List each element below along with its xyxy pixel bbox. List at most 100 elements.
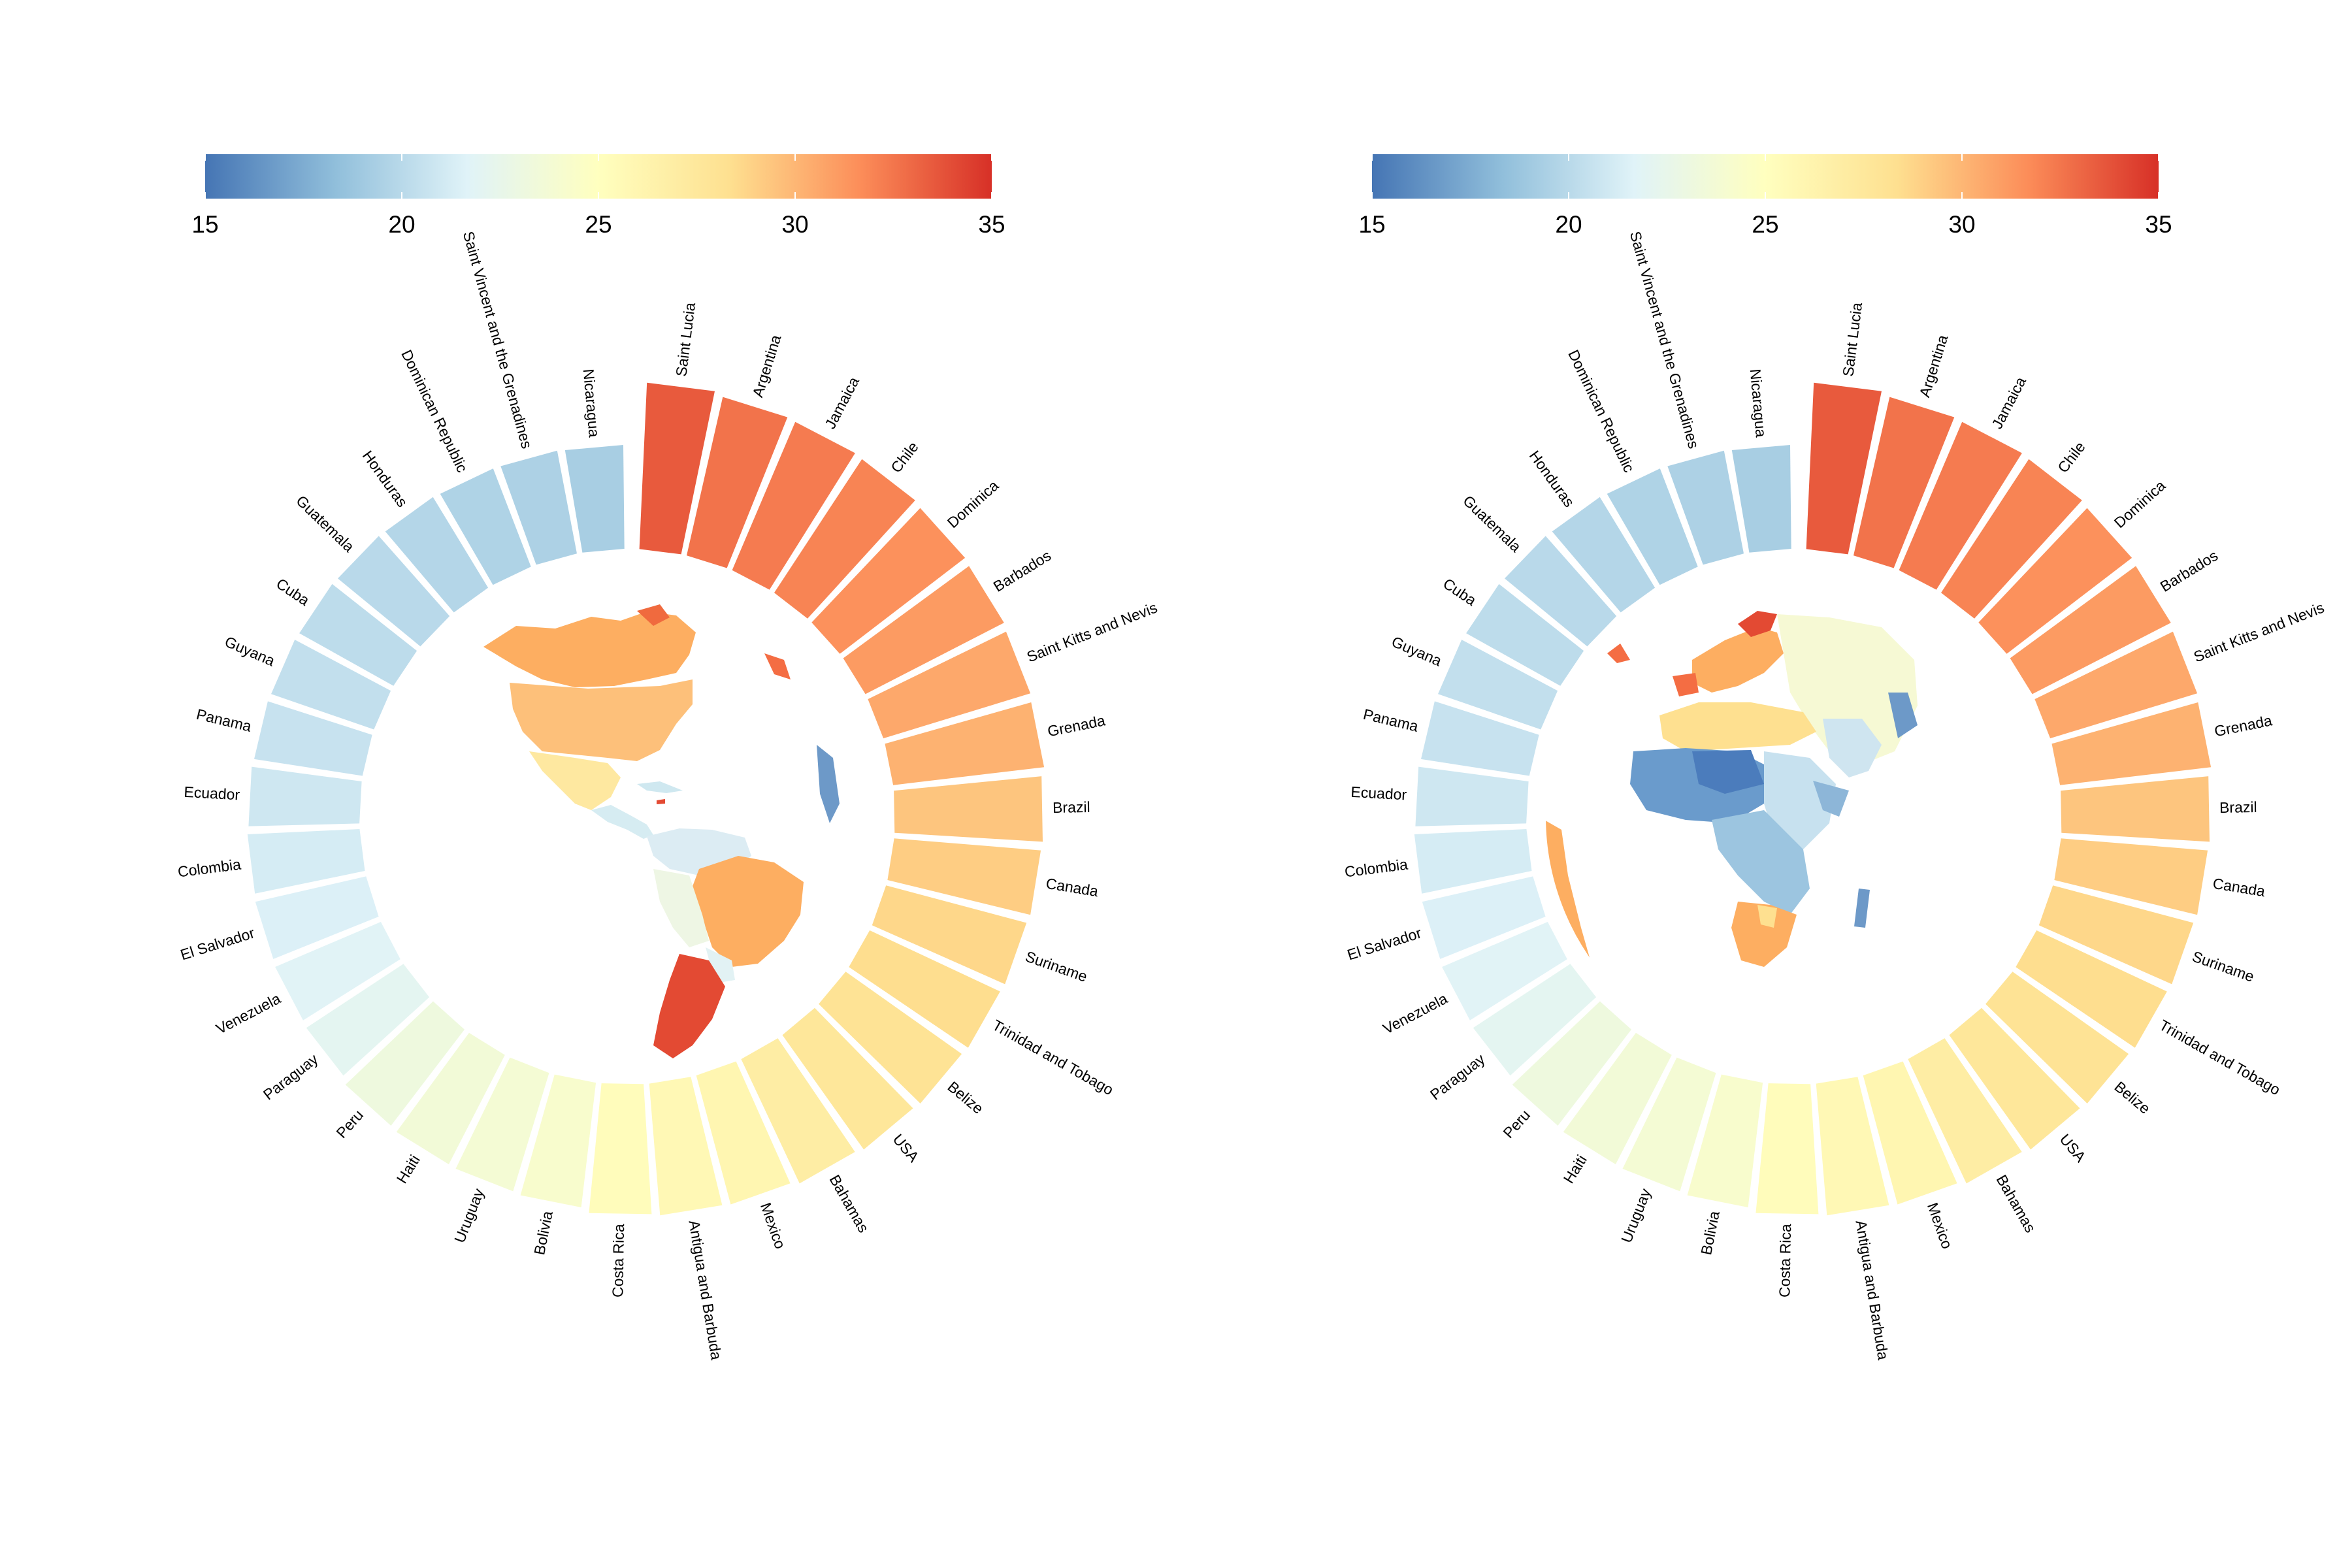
panel-americas: 15 20 25 30 35 bbox=[177, 154, 1160, 1361]
bar-label: Cuba bbox=[273, 575, 312, 609]
bar-label: USA bbox=[2057, 1131, 2090, 1166]
bar-label: Chile bbox=[887, 438, 922, 476]
map-region-east-edge bbox=[817, 745, 840, 823]
bar-label: Peru bbox=[333, 1106, 367, 1141]
bar-dominica bbox=[811, 508, 966, 654]
map-region-madagascar bbox=[1854, 889, 1870, 928]
bar-label: Saint Vincent and the Grenadines bbox=[1627, 229, 1703, 450]
bar-venezuela bbox=[275, 922, 400, 1021]
map-region-arabia bbox=[1823, 719, 1882, 777]
bar-label: El Salvador bbox=[178, 924, 257, 963]
map-region-scandinavia bbox=[1738, 611, 1777, 637]
bar-nicaragua bbox=[564, 445, 625, 553]
bar-label: Uruguay bbox=[451, 1186, 487, 1245]
bar-label: Mexico bbox=[757, 1200, 789, 1250]
colorbar-tick-label: 35 bbox=[2145, 211, 2172, 238]
bar-label: Argentina bbox=[749, 333, 784, 399]
bar-ecuador bbox=[1415, 766, 1529, 826]
bar-suriname bbox=[872, 885, 1027, 985]
bar-label: Argentina bbox=[1916, 333, 1951, 399]
bar-label: Uruguay bbox=[1618, 1186, 1654, 1245]
map-region-north-edge-warm bbox=[1607, 644, 1630, 663]
bar-ecuador bbox=[248, 766, 362, 826]
bar-label: Barbados bbox=[2157, 547, 2221, 595]
bar-dominica bbox=[1978, 508, 2132, 654]
bar-label: Chile bbox=[2054, 438, 2089, 476]
bar-label: Canada bbox=[2212, 875, 2266, 900]
bar-guatemala bbox=[338, 536, 450, 647]
colorbar: 15 20 25 30 35 bbox=[1358, 154, 2172, 238]
bar-colombia bbox=[247, 829, 365, 894]
bar-label: Nicaragua bbox=[1747, 368, 1770, 438]
bar-label: Bolivia bbox=[531, 1209, 556, 1256]
bar-label: Antigua and Barbuda bbox=[1852, 1219, 1891, 1362]
americas-map bbox=[483, 604, 840, 1058]
bar-label: Bolivia bbox=[1697, 1209, 1723, 1256]
bar-guatemala bbox=[1505, 536, 1617, 647]
bar-label: Jamaica bbox=[821, 374, 862, 431]
bar-saint-kitts-and-nevis bbox=[868, 631, 1031, 739]
bar-label: Brazil bbox=[2219, 798, 2257, 816]
map-region-mexico bbox=[529, 751, 621, 810]
map-region-south-america-edge bbox=[1546, 817, 1594, 973]
bar-nicaragua bbox=[1731, 445, 1791, 553]
bar-label: Saint Kitts and Nevis bbox=[2191, 599, 2327, 666]
bar-belize bbox=[1985, 972, 2129, 1103]
bar-suriname bbox=[2038, 885, 2194, 985]
bar-guyana bbox=[271, 640, 391, 730]
bar-peru bbox=[345, 1001, 465, 1126]
map-region-canada bbox=[483, 612, 696, 687]
bar-uruguay bbox=[1622, 1057, 1716, 1192]
bar-label: Grenada bbox=[1046, 711, 1107, 740]
bar-label: Nicaragua bbox=[580, 368, 603, 438]
panel-africa-europe: 15 20 25 30 35 bbox=[1344, 154, 2327, 1361]
bar-chile bbox=[774, 459, 915, 619]
bar-mexico bbox=[1863, 1061, 1957, 1205]
bar-antigua-and-barbuda bbox=[1816, 1077, 1889, 1216]
bar-el-salvador bbox=[1422, 876, 1546, 959]
bar-dominican-republic bbox=[440, 468, 531, 585]
bar-label: Paraguay bbox=[260, 1050, 321, 1103]
bar-label: Saint Lucia bbox=[672, 301, 698, 377]
map-region-east-edge-warm bbox=[764, 653, 791, 679]
bar-label: Brazil bbox=[1053, 798, 1090, 816]
bar-label: Haiti bbox=[393, 1152, 423, 1186]
bar-label: Panama bbox=[1362, 706, 1420, 735]
bar-costa-rica bbox=[1756, 1083, 1819, 1215]
bar-canada bbox=[2054, 838, 2208, 915]
bar-label: Dominica bbox=[2111, 477, 2169, 532]
colorbar-tick-label: 30 bbox=[1948, 211, 1975, 238]
map-region-argentina bbox=[653, 954, 725, 1058]
bar-label: Saint Kitts and Nevis bbox=[1024, 599, 1160, 666]
bar-label: Canada bbox=[1045, 875, 1100, 900]
bar-label: Honduras bbox=[1526, 448, 1578, 510]
bar-dominican-republic bbox=[1607, 468, 1698, 585]
bar-label: Haiti bbox=[1560, 1152, 1590, 1186]
bar-paraguay bbox=[1473, 964, 1597, 1076]
map-region-jamaica bbox=[657, 799, 665, 804]
bar-canada bbox=[887, 838, 1041, 915]
map-region-sahel bbox=[1692, 750, 1764, 794]
bar-haiti bbox=[396, 1032, 505, 1165]
colorbar-tick-label: 35 bbox=[978, 211, 1005, 238]
circular-bars bbox=[1414, 382, 2212, 1216]
colorbar-tick-label: 15 bbox=[191, 211, 218, 238]
africa-europe-map bbox=[1546, 611, 1918, 1019]
map-region-central-africa bbox=[1712, 810, 1810, 915]
bar-guyana bbox=[1438, 640, 1558, 730]
map-region-iberia bbox=[1673, 673, 1699, 696]
bar-label: Guyana bbox=[1389, 633, 1444, 670]
bar-saint-vincent-and-the-grenadines bbox=[1667, 450, 1744, 565]
bar-jamaica bbox=[1899, 421, 2022, 590]
colorbar: 15 20 25 30 35 bbox=[191, 154, 1005, 238]
bar-honduras bbox=[1552, 497, 1656, 613]
bar-barbados bbox=[843, 566, 1004, 694]
map-region-peru-bolivia bbox=[653, 869, 709, 947]
bar-label: Ecuador bbox=[184, 783, 240, 804]
bar-costa-rica bbox=[589, 1083, 652, 1215]
bar-peru bbox=[1512, 1001, 1631, 1126]
bar-label: Suriname bbox=[2190, 948, 2256, 985]
bar-el-salvador bbox=[255, 876, 379, 959]
bar-label: Guatemala bbox=[293, 492, 357, 555]
